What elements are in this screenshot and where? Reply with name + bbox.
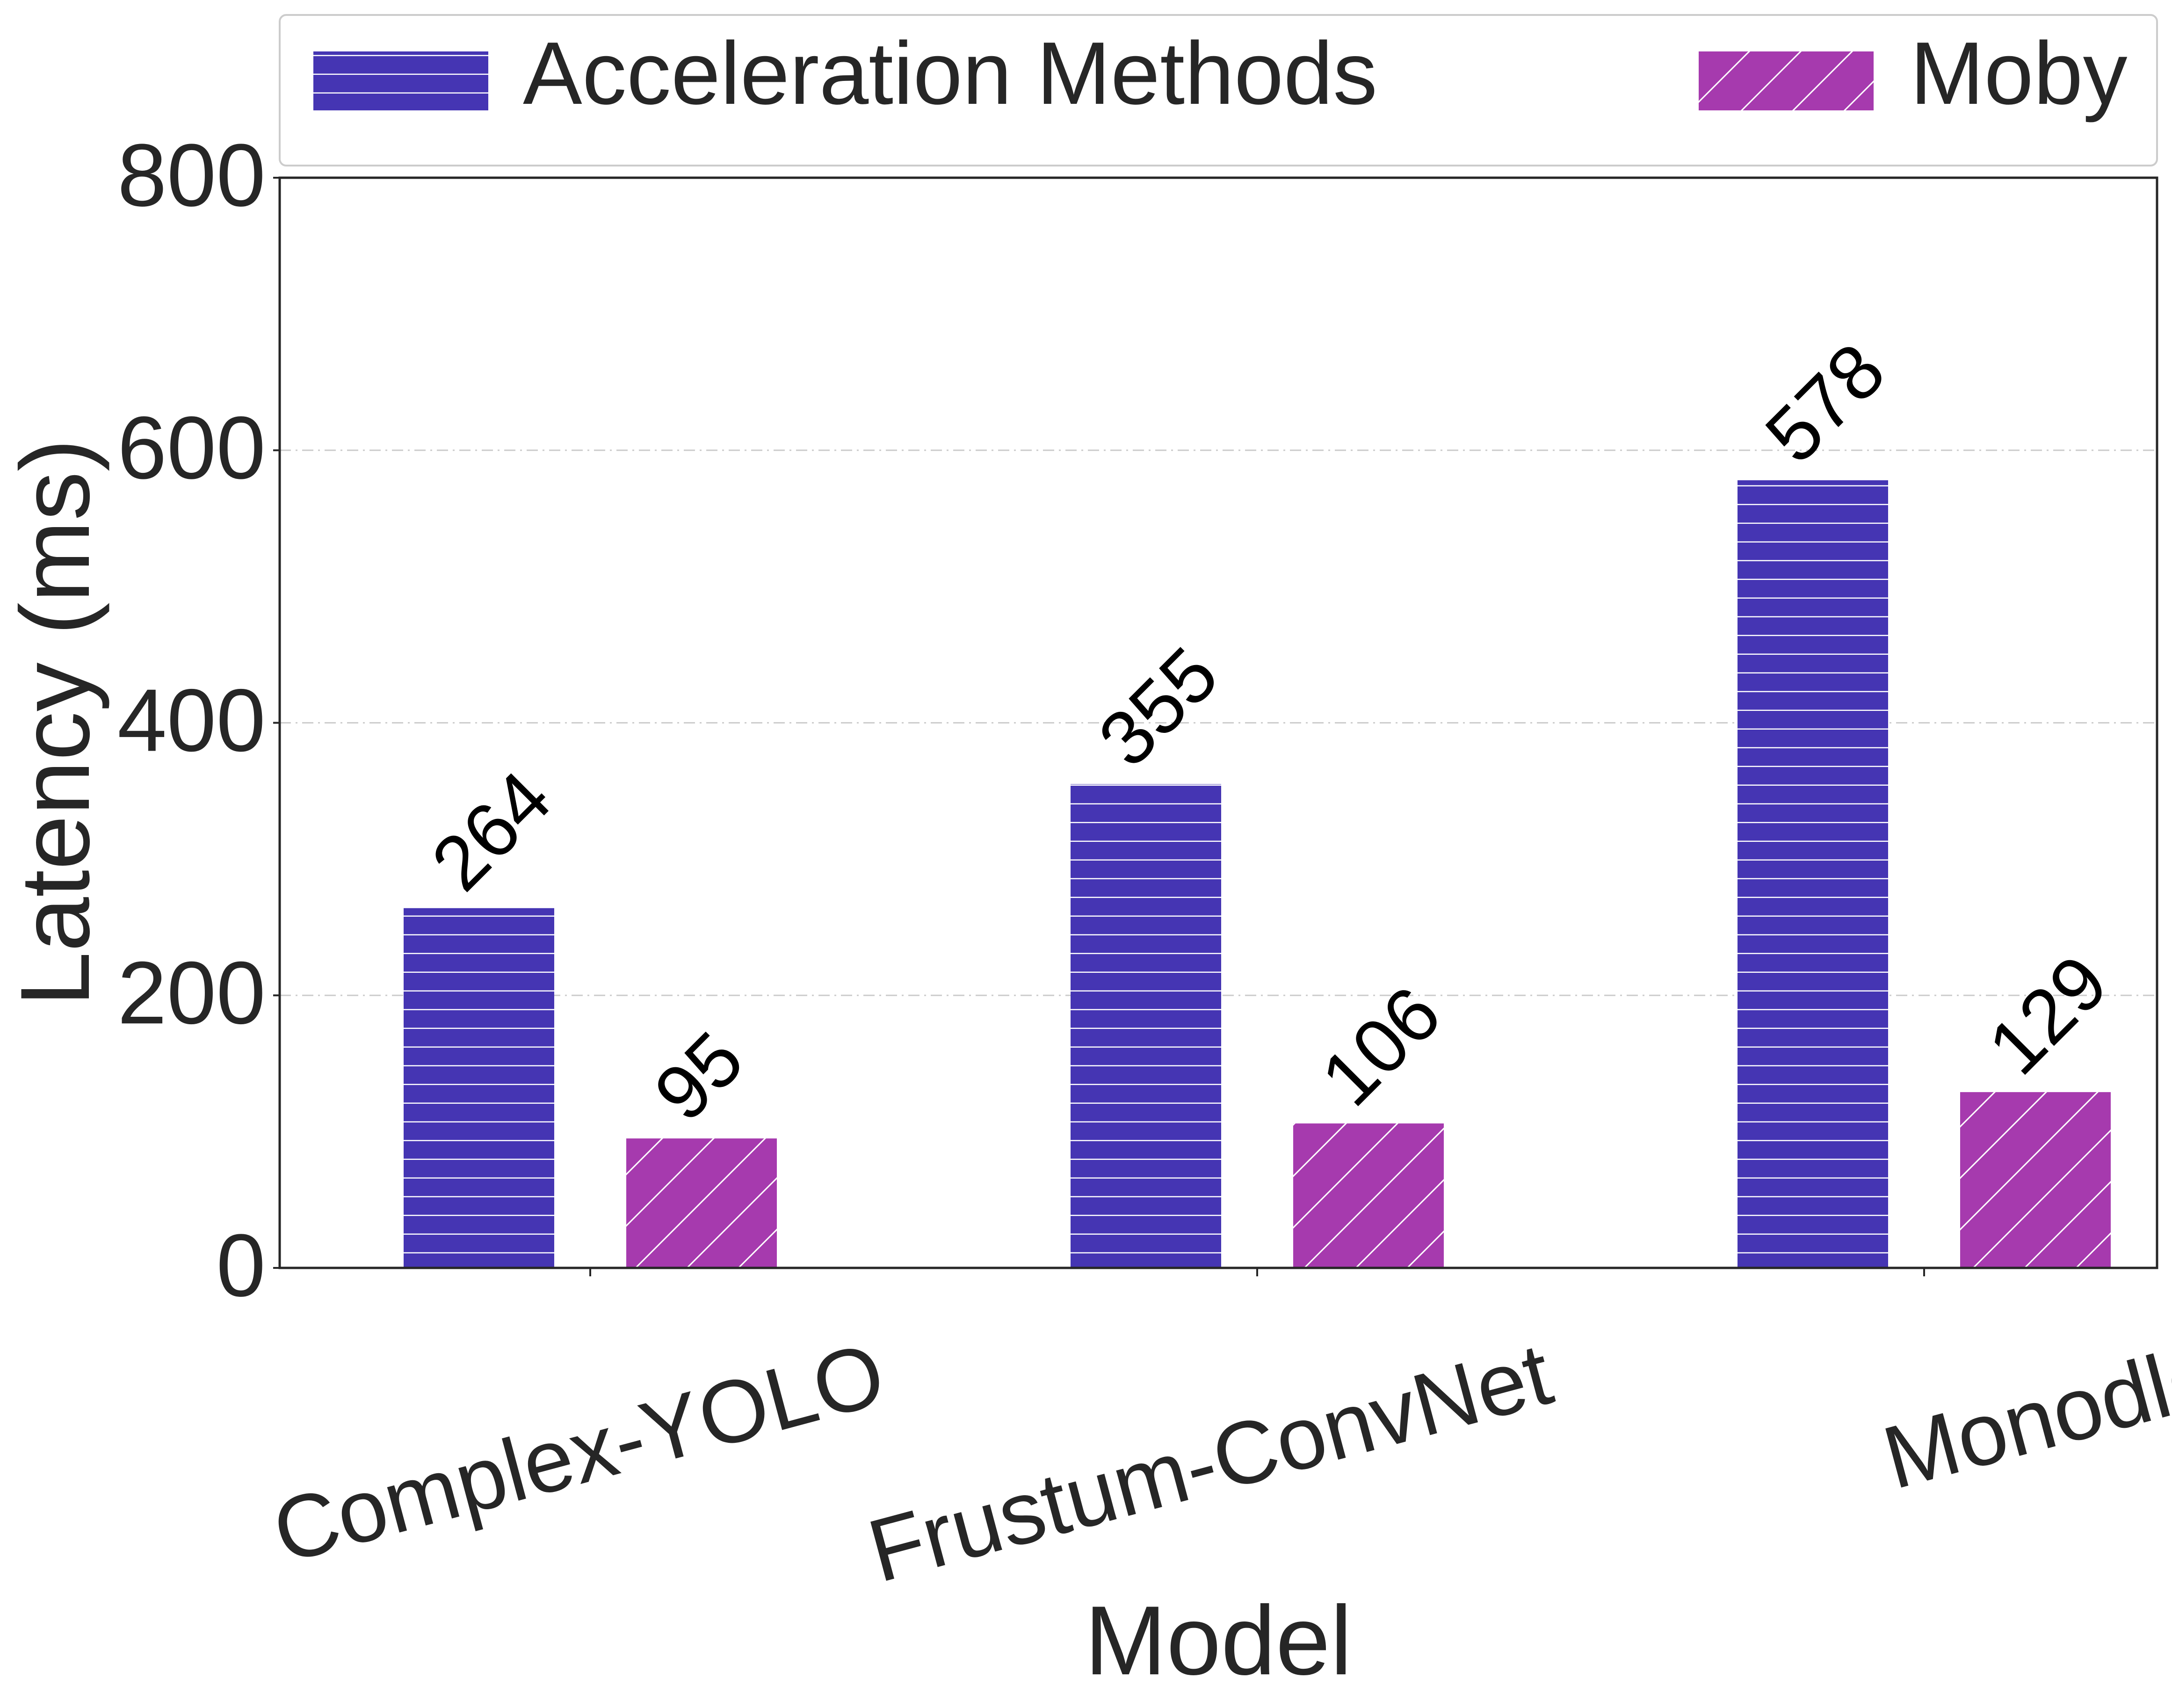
y-axis-label: Latency (ms) [0,439,110,1006]
legend-frame [279,14,2158,166]
bar-moby-2 [1960,1092,2111,1268]
y-axis: 0 200 400 600 800 [117,126,280,1315]
bar-acceleration-methods-0 [404,908,554,1268]
x-tick-label: Monodle [1874,1324,2172,1508]
x-axis-label: Model [1085,1585,1352,1695]
legend-swatch-acceleration-methods [313,51,488,110]
value-label: 129 [1972,939,2124,1091]
legend: Acceleration Methods Moby [279,14,2158,166]
y-tick-label: 200 [117,943,266,1042]
bar-moby-0 [626,1138,777,1268]
value-label: 106 [1305,970,1457,1122]
bar-acceleration-methods-2 [1738,480,1888,1268]
value-label: 264 [415,755,567,907]
value-label: 95 [638,1015,760,1137]
value-label: 355 [1082,631,1234,783]
legend-swatch-moby [1699,51,1874,110]
bars [404,480,2111,1268]
x-tick-label: Frustum-ConvNet [859,1324,1562,1601]
bar-acceleration-methods-1 [1071,784,1221,1268]
legend-label-moby: Moby [1910,24,2128,123]
x-tick-label: Complex-YOLO [263,1324,894,1582]
value-label: 578 [1749,327,1901,479]
y-tick-label: 600 [117,398,266,498]
legend-label-acceleration-methods: Acceleration Methods [523,24,1377,123]
y-tick-label: 800 [117,126,266,225]
y-tick-label: 400 [117,671,266,770]
y-tick-label: 0 [216,1216,266,1315]
bar-moby-1 [1293,1123,1444,1268]
